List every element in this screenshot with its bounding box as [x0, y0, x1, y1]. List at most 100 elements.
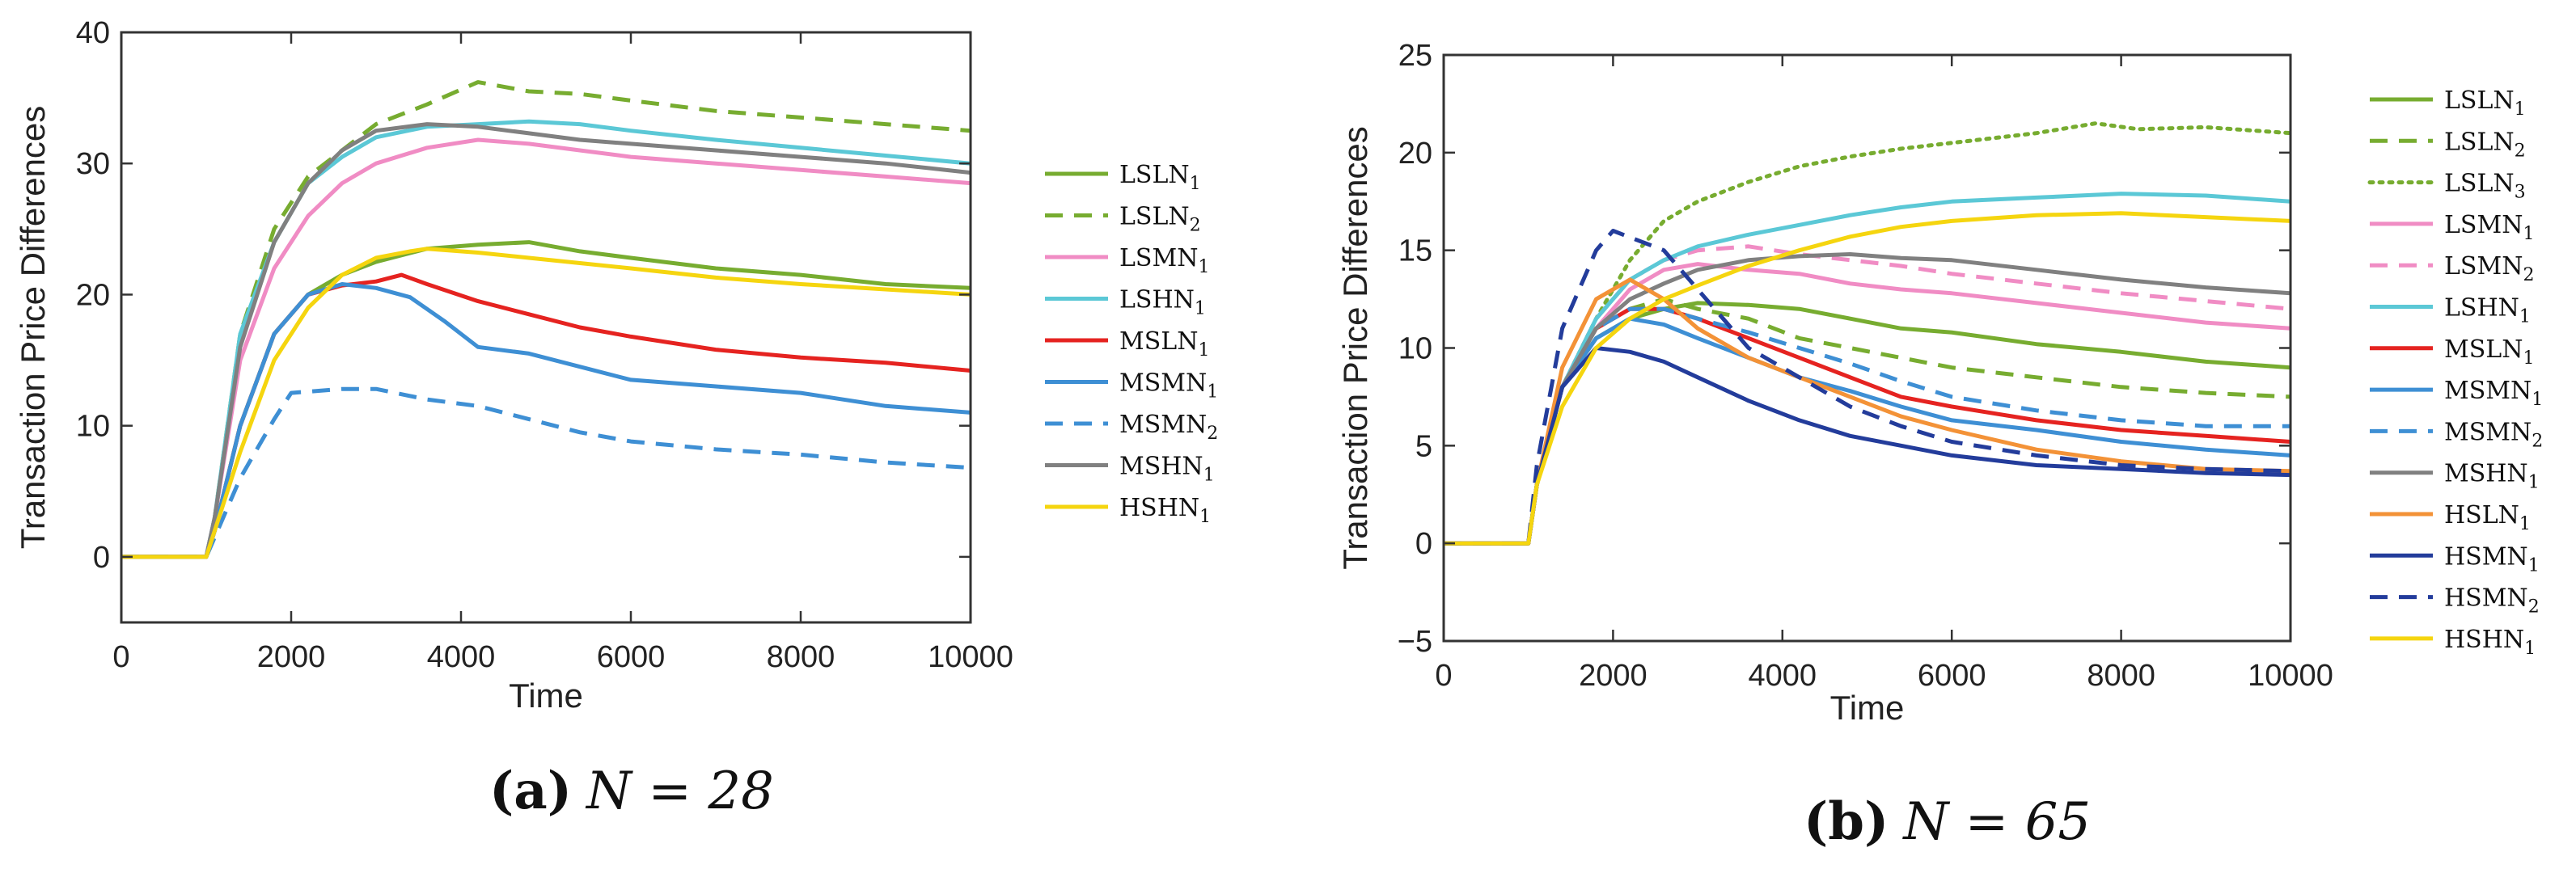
- legend-label: LSMN1: [1119, 244, 1209, 277]
- legend-label-subscript: 1: [2523, 224, 2534, 244]
- caption-equation: N = 28: [585, 761, 774, 821]
- x-tick-label: 10000: [928, 640, 1013, 674]
- legend-label-base: HSLN: [2444, 501, 2519, 529]
- legend-item: LSLN2: [1045, 203, 1201, 236]
- x-axis-label: Time: [1830, 689, 1905, 727]
- legend-item: MSHN1: [1045, 453, 1215, 486]
- legend-label-base: MSMN: [2444, 418, 2532, 446]
- legend-label-base: HSHN: [1119, 494, 1199, 522]
- x-tick-label: 4000: [427, 640, 496, 674]
- legend-label-base: LSLN: [2444, 86, 2515, 115]
- chart-b: 0 2000 4000 6000 8000 10000−50510152025TimeTr…: [1336, 39, 2543, 852]
- legend-item: MSLN1: [2370, 335, 2534, 369]
- y-tick-label: 20: [76, 278, 110, 312]
- x-tick-label: 0: [112, 640, 129, 674]
- legend-label-base: LSHN: [1119, 286, 1195, 314]
- x-tick-label: 4000: [1749, 659, 1817, 693]
- legend-label: LSLN3: [2444, 170, 2526, 203]
- legend-label-subscript: 3: [2515, 183, 2526, 203]
- series-line-hsmn1: [1444, 346, 2290, 546]
- legend-label-base: LSMN: [2444, 211, 2523, 239]
- legend-item: HSHN1: [1045, 494, 1211, 527]
- legend-label-base: LSLN: [1119, 203, 1190, 231]
- legend-label: MSHN1: [2444, 460, 2540, 493]
- series-line-hshn1: [121, 247, 971, 559]
- legend-item: HSMN1: [2370, 542, 2540, 576]
- legend-label: LSLN1: [2444, 86, 2526, 120]
- y-tick-label: 30: [76, 147, 110, 181]
- legend-label: LSMN1: [2444, 211, 2534, 244]
- legend-label-subscript: 1: [2519, 514, 2531, 534]
- legend-label-base: LSLN: [1119, 161, 1190, 189]
- y-axis-label: Transaction Price Differences: [1336, 126, 1374, 570]
- legend-item: LSHN1: [1045, 286, 1206, 319]
- legend-label-base: LSLN: [2444, 128, 2515, 156]
- y-tick-label: 20: [1398, 137, 1432, 171]
- caption-equation: N = 65: [1901, 792, 2091, 852]
- plot-area: [121, 32, 971, 622]
- legend-label: MSMN1: [2444, 377, 2543, 410]
- legend-label-subscript: 2: [1207, 424, 1218, 444]
- legend-item: LSLN1: [1045, 161, 1201, 194]
- legend-label-base: HSHN: [2444, 626, 2524, 654]
- caption-letter: (b): [1804, 791, 1889, 852]
- legend-label: HSHN1: [1119, 494, 1211, 527]
- legend-label-subscript: 1: [2532, 390, 2543, 410]
- legend-label-subscript: 1: [2515, 99, 2526, 120]
- axes-frame: [120, 31, 972, 624]
- series-line-hsln1: [1444, 277, 2290, 546]
- legend-label-subscript: 2: [2515, 141, 2526, 161]
- legend-label: LSLN2: [1119, 203, 1201, 236]
- legend-label-base: MSHN: [1119, 453, 1203, 481]
- series-lines: [1444, 121, 2290, 546]
- legend-label: MSLN1: [2444, 335, 2534, 369]
- legend-label-subscript: 2: [2528, 597, 2540, 618]
- legend-label: HSMN1: [2444, 542, 2540, 576]
- legend-label-subscript: 1: [1207, 382, 1218, 403]
- legend-label-base: LSLN: [2444, 170, 2515, 198]
- x-tick-label: 10000: [2248, 659, 2333, 693]
- x-tick-label: 2000: [1579, 659, 1648, 693]
- legend-label-subscript: 2: [1190, 216, 1201, 236]
- legend-label-base: LSMN: [2444, 252, 2523, 280]
- legend-label-base: MSMN: [2444, 377, 2532, 405]
- legend-label: HSLN1: [2444, 501, 2531, 534]
- legend-item: LSHN1: [2370, 294, 2531, 327]
- legend-label: MSHN1: [1119, 453, 1215, 486]
- legend-item: HSMN2: [2370, 584, 2540, 618]
- legend-label-subscript: 1: [2524, 639, 2536, 659]
- legend-label-subscript: 1: [2528, 555, 2540, 576]
- legend-label: LSLN2: [2444, 128, 2526, 161]
- legend-label: LSMN2: [2444, 252, 2534, 285]
- legend-item: MSMN2: [1045, 411, 1218, 444]
- y-tick-label: 10: [76, 410, 110, 444]
- x-tick-label: 8000: [2087, 659, 2155, 693]
- legend-label-subscript: 2: [2532, 431, 2543, 451]
- legend-label-subscript: 1: [1199, 507, 1211, 527]
- legend-label: LSHN1: [2444, 294, 2531, 327]
- legend-label: HSMN2: [2444, 584, 2540, 618]
- legend-label: HSHN1: [2444, 626, 2536, 659]
- legend-item: LSMN2: [2370, 252, 2534, 285]
- y-tick-label: 40: [76, 16, 110, 50]
- legend-label-subscript: 2: [2523, 265, 2534, 285]
- x-tick-label: 8000: [767, 640, 835, 674]
- legend-item: MSHN1: [2370, 460, 2540, 493]
- legend-item: MSMN1: [1045, 369, 1218, 403]
- figure-caption: (a) N = 28: [489, 761, 774, 821]
- legend-label-subscript: 1: [1198, 340, 1209, 361]
- legend-label-subscript: 1: [2528, 473, 2540, 493]
- legend-item: LSLN3: [2367, 170, 2526, 203]
- y-tick-label: 0: [1415, 527, 1432, 561]
- legend: LSLN1LSLN2LSMN1LSHN1MSLN1MSMN1MSMN2MSHN1…: [1045, 161, 1218, 527]
- series-line-hsmn2: [1444, 229, 2290, 546]
- x-tick-label: 2000: [257, 640, 326, 674]
- legend-item: MSMN2: [2370, 418, 2543, 451]
- y-tick-label: 10: [1398, 332, 1432, 366]
- legend-item: HSHN1: [2370, 626, 2536, 659]
- legend-label-subscript: 1: [1195, 299, 1206, 319]
- legend-label: MSMN2: [2444, 418, 2543, 451]
- legend-label-base: MSMN: [1119, 369, 1207, 398]
- series-line-mshn1: [121, 122, 971, 559]
- series-lines: [121, 80, 971, 559]
